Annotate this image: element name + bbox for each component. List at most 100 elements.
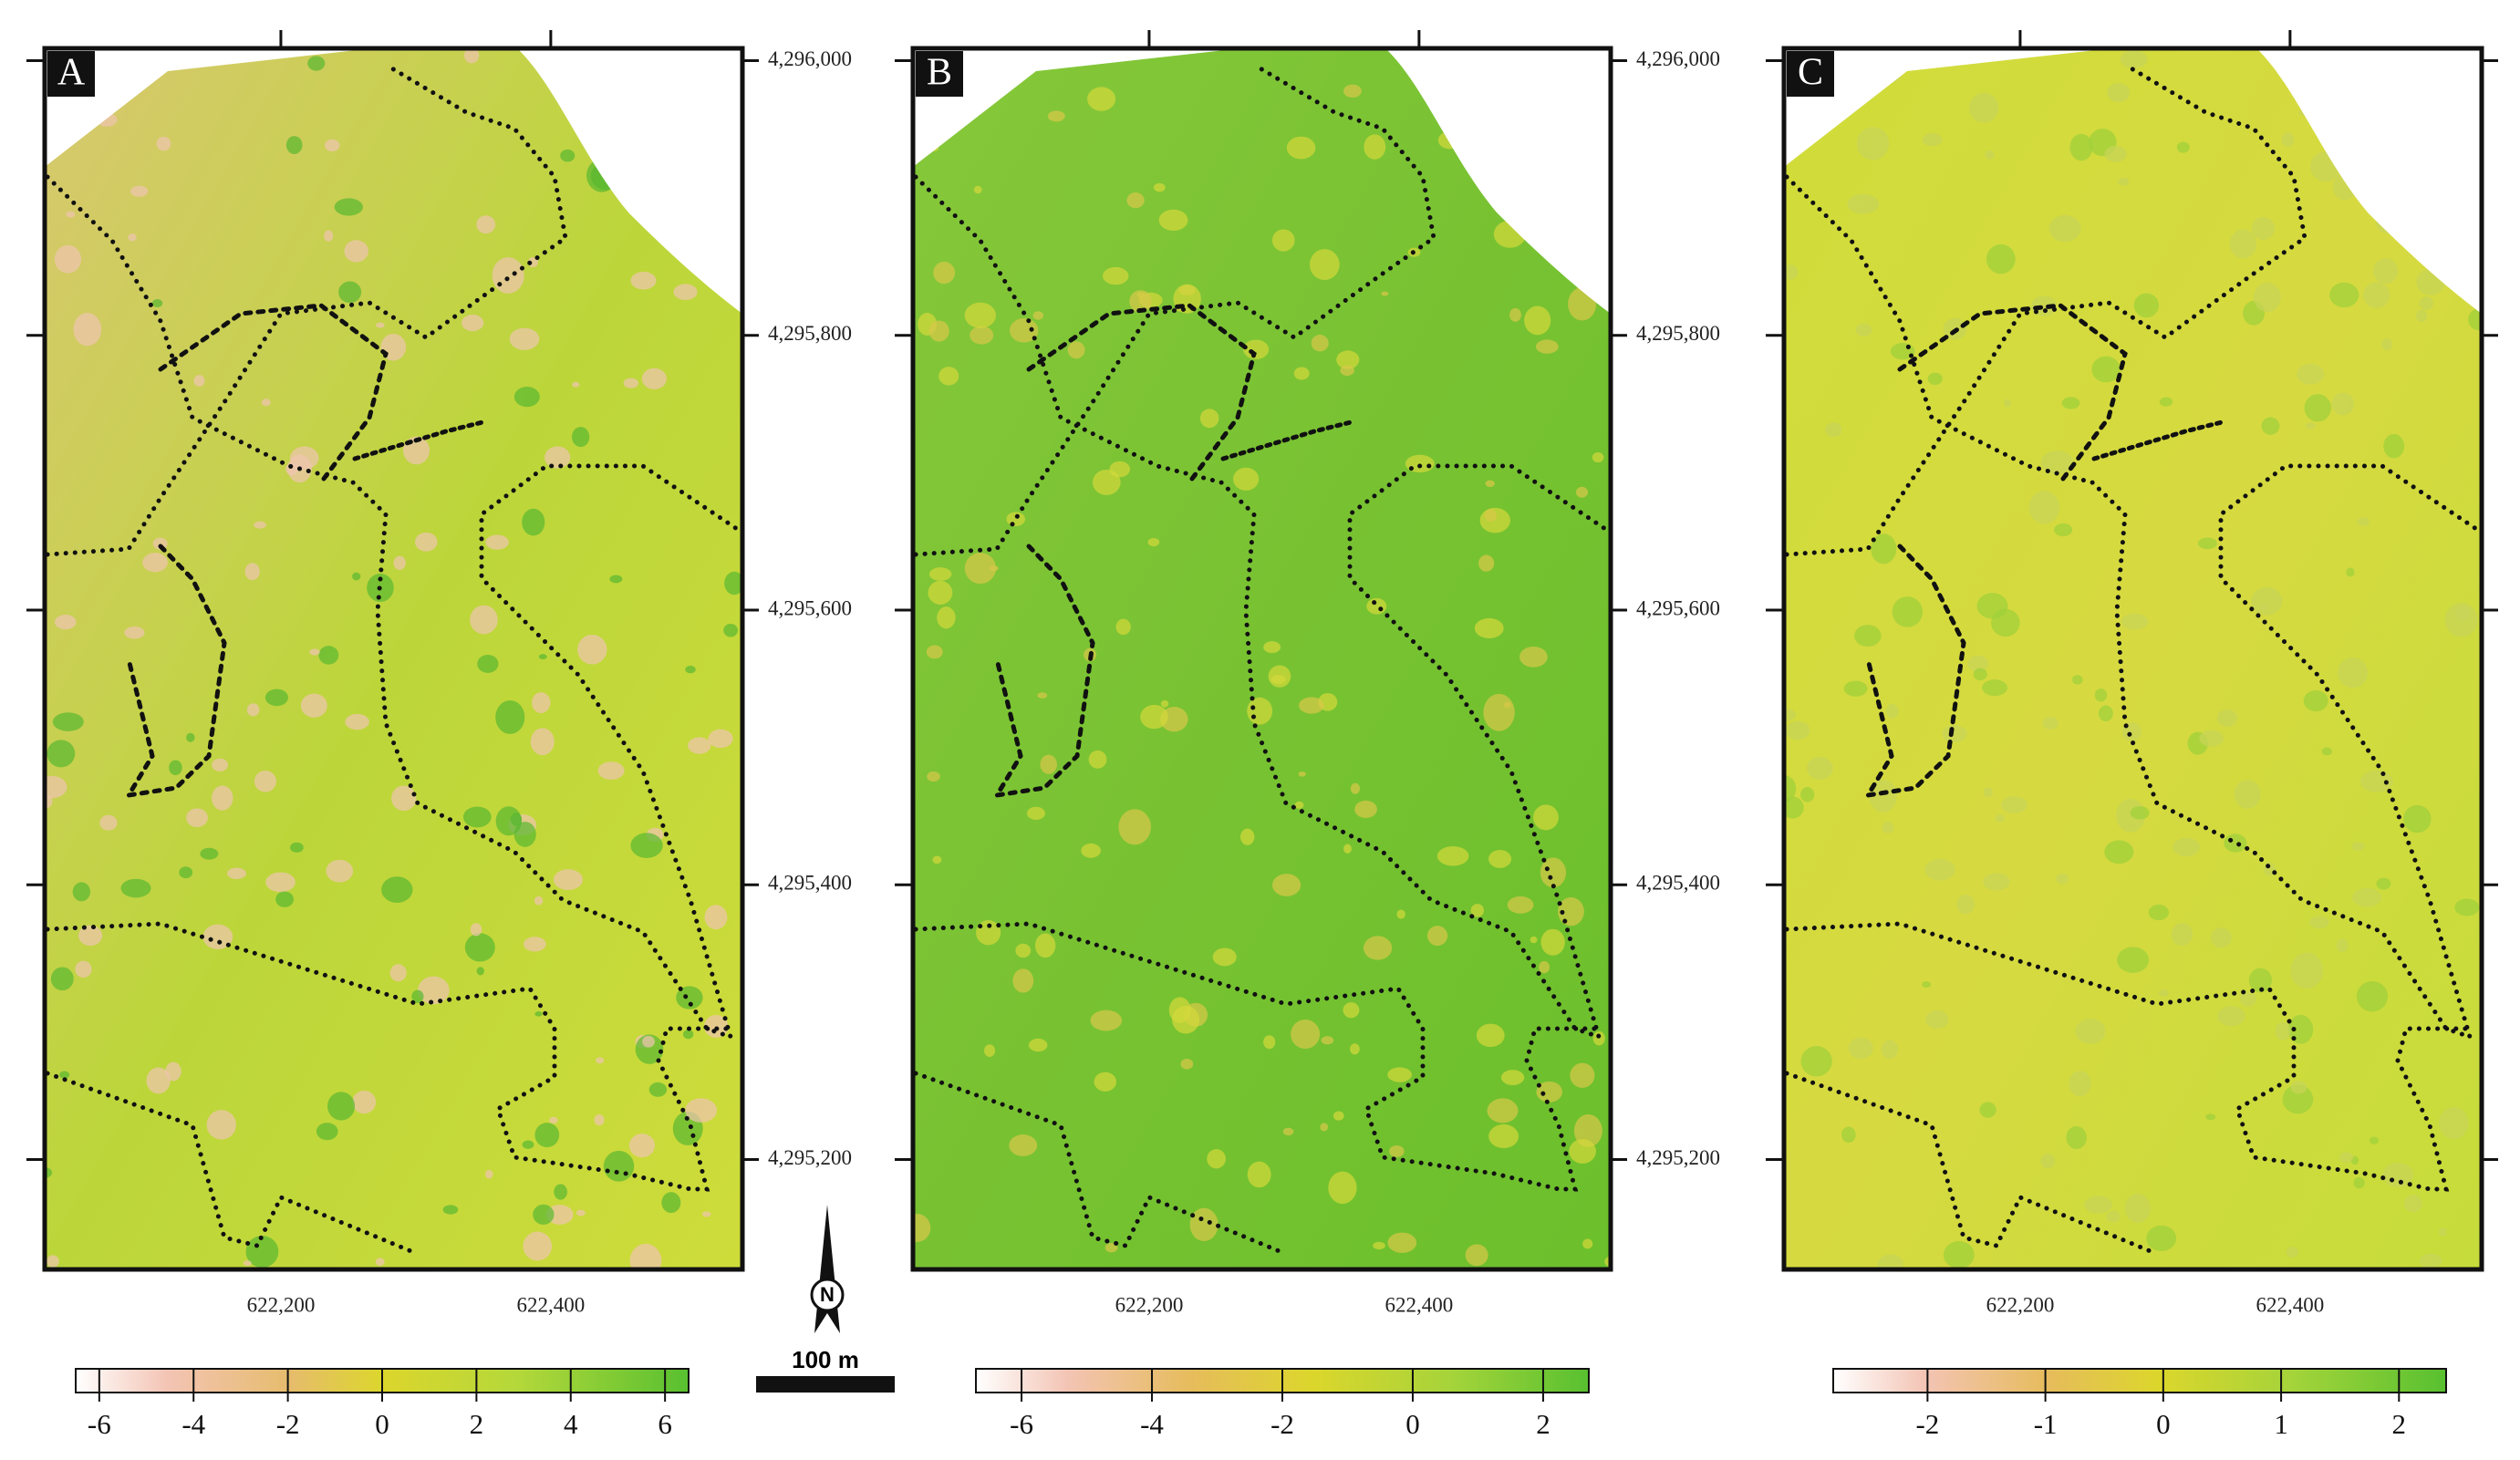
texture-blob: [1485, 480, 1495, 488]
texture-blob: [1847, 193, 1880, 214]
texture-blob: [1153, 182, 1166, 192]
colorbar-tick-label: 4: [564, 1408, 578, 1440]
texture-blob: [1983, 873, 2010, 891]
texture-blob: [1592, 451, 1604, 463]
texture-blob: [324, 230, 334, 242]
texture-blob: [688, 737, 711, 754]
texture-blob: [151, 298, 163, 308]
texture-blob: [2363, 282, 2390, 308]
texture-blob: [1483, 693, 1515, 731]
texture-blob: [393, 555, 406, 570]
texture-blob: [418, 976, 450, 1005]
texture-blob: [1270, 675, 1286, 685]
texture-blob: [2304, 394, 2331, 422]
texture-blob: [376, 322, 385, 328]
texture-blob: [2104, 145, 2127, 162]
texture-blob: [1570, 1062, 1595, 1088]
texture-blob: [1841, 1126, 1856, 1144]
texture-blob: [66, 211, 76, 218]
texture-blob: [73, 313, 102, 347]
texture-blob: [1524, 305, 1551, 336]
texture-blob: [1800, 1046, 1832, 1077]
texture-blob: [464, 933, 495, 962]
texture-blob: [1470, 904, 1484, 917]
texture-blob: [1535, 339, 1559, 354]
texture-blob: [324, 139, 340, 152]
texture-blob: [289, 842, 304, 853]
x-tick-label: 622,200: [247, 1293, 316, 1316]
texture-blob: [1573, 1113, 1602, 1148]
texture-blob: [352, 1090, 377, 1114]
texture-blob: [1158, 209, 1188, 232]
texture-blob: [193, 375, 205, 387]
texture-blob: [2216, 709, 2237, 727]
texture-blob: [2146, 1225, 2177, 1252]
texture-blob: [492, 257, 524, 294]
texture-blob: [2176, 141, 2190, 153]
texture-blob: [1396, 909, 1405, 919]
map-frame: [42, 46, 745, 1272]
texture-blob: [2069, 1071, 2091, 1097]
texture-blob: [970, 326, 994, 345]
texture-blob: [246, 703, 260, 717]
texture-blob: [534, 896, 544, 906]
texture-blob: [1180, 1058, 1194, 1070]
texture-blob: [1291, 1019, 1321, 1050]
texture-blob: [2084, 1196, 2113, 1214]
texture-blob: [2205, 1113, 2216, 1121]
texture-blob: [939, 367, 959, 386]
y-tick-label: 4,295,600: [768, 596, 852, 619]
texture-blob: [1310, 249, 1340, 281]
panel-label: C: [1787, 51, 1834, 97]
texture-blob: [1363, 936, 1393, 960]
texture-blob: [1925, 1010, 1949, 1030]
texture-blob: [572, 427, 590, 448]
texture-blob: [1299, 697, 1324, 714]
texture-blob: [1982, 679, 2008, 697]
texture-blob: [2120, 50, 2148, 68]
texture-blob: [2381, 338, 2392, 351]
texture-blob: [244, 563, 260, 581]
texture-blob: [169, 760, 182, 775]
texture-blob: [1536, 1081, 1563, 1103]
y-tick-label: 4,296,000: [768, 47, 852, 70]
colorbar-tick-label: -4: [181, 1408, 205, 1440]
texture-blob: [2061, 397, 2080, 409]
y-tick-label: 4,295,200: [768, 1146, 852, 1169]
texture-blob: [2117, 947, 2150, 973]
map-frame: [1781, 46, 2484, 1272]
texture-blob: [642, 1035, 655, 1048]
texture-blob: [75, 960, 92, 979]
texture-blob: [1040, 754, 1057, 774]
texture-blob: [1985, 150, 1995, 160]
texture-blob: [470, 605, 498, 635]
texture-blob: [2253, 282, 2281, 313]
texture-blob: [534, 1123, 560, 1148]
texture-blob: [2091, 356, 2121, 383]
texture-blob: [1381, 291, 1389, 296]
x-tick-label: 622,200: [1986, 1293, 2055, 1316]
texture-blob: [1488, 850, 1512, 868]
texture-blob: [2336, 938, 2349, 953]
texture-blob: [389, 964, 407, 982]
texture-blob: [532, 692, 551, 713]
texture-blob: [1886, 703, 1899, 719]
texture-blob: [128, 233, 137, 242]
texture-blob: [1387, 1067, 1412, 1082]
texture-blob: [2069, 133, 2093, 161]
texture-blob: [1877, 1254, 1903, 1269]
texture-blob: [52, 712, 84, 731]
texture-blob: [2357, 517, 2370, 527]
texture-blob: [2075, 1019, 2106, 1044]
map-panel: B: [910, 46, 1613, 1272]
texture-blob: [2468, 308, 2482, 331]
texture-blob: [344, 240, 368, 263]
texture-blob: [2171, 923, 2193, 947]
texture-blob: [2351, 842, 2365, 852]
texture-blob: [708, 729, 733, 749]
texture-blob: [2286, 1247, 2299, 1258]
panel-letter: C: [1798, 52, 1823, 94]
texture-blob: [1115, 618, 1131, 636]
texture-blob: [1924, 858, 1955, 881]
texture-blob: [530, 728, 555, 756]
